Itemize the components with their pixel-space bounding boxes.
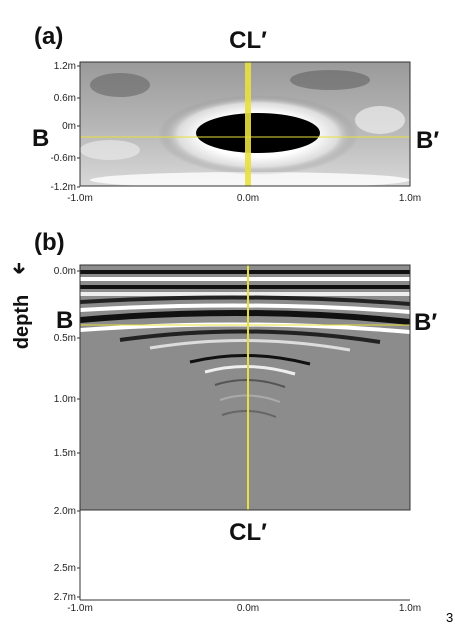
y-tick-label: -0.6m (50, 153, 76, 164)
x-tick-label: 1.0m (399, 193, 421, 204)
radar-profile-b (80, 265, 410, 510)
annotation: B′ (416, 127, 439, 154)
y-tick-label: 0m (62, 121, 76, 132)
x-tick-label: -1.0m (67, 193, 93, 204)
y-tick-label: 2.0m (54, 506, 76, 517)
x-tick-label: 1.0m (399, 603, 421, 614)
y-tick-label: 2.7m (54, 592, 76, 603)
x-tick-label: -1.0m (67, 603, 93, 614)
panel-label: (a) (34, 23, 63, 50)
annotation: CL′ (229, 27, 267, 54)
y-tick-label: 0.6m (54, 93, 76, 104)
annotation: B (32, 125, 49, 152)
page-number: 3 (446, 610, 453, 624)
x-tick-label: 0.0m (237, 193, 259, 204)
y-tick-label: 2.5m (54, 563, 76, 574)
y-tick-label: 0.5m (54, 333, 76, 344)
y-tick-label: 1.2m (54, 61, 76, 72)
panel-label: (b) (34, 229, 65, 256)
annotation: B′ (414, 309, 437, 336)
annotation: CL′ (229, 519, 267, 546)
radar-slice-a (80, 62, 410, 186)
y-tick-label: 1.0m (54, 394, 76, 405)
x-tick-label: 0.0m (237, 603, 259, 614)
y-tick-label: -1.2m (50, 182, 76, 193)
annotation: B (56, 307, 73, 334)
y-tick-label: 0.0m (54, 266, 76, 277)
axis-label: depth (11, 295, 33, 349)
y-tick-label: 1.5m (54, 448, 76, 459)
